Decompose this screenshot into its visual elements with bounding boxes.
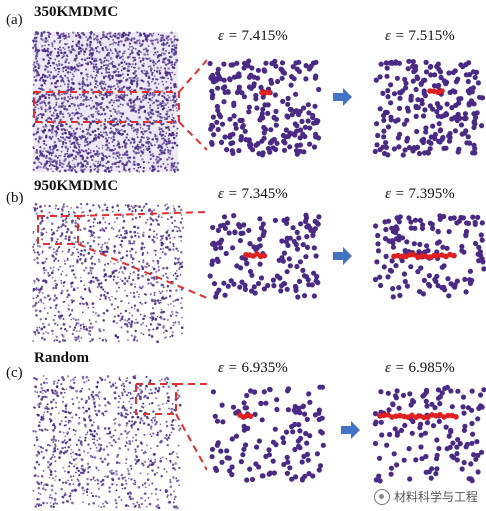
zoom-map-b-before (207, 212, 322, 300)
panel-label-c: (c) (6, 365, 23, 381)
strain-after-c: ε = 6.985% (385, 360, 455, 376)
zoom-connector-b-top (77, 211, 208, 217)
strain-before-b: ε = 7.345% (218, 186, 288, 202)
panel-title-a: 350KMDMC (34, 4, 119, 20)
zoom-map-a-after (372, 58, 486, 158)
panel-title-c: Random (34, 350, 90, 366)
strain-after-b: ε = 7.395% (385, 186, 455, 202)
arrow-c (341, 421, 360, 439)
strain-before-c: ε = 6.935% (218, 360, 288, 376)
strain-after-a: ε = 7.515% (385, 28, 455, 44)
zoom-connector-a-top (178, 59, 208, 93)
zoom-region-a (33, 91, 180, 123)
zoom-connector-c-bottom (175, 413, 208, 471)
panel-label-a: (a) (6, 12, 23, 28)
zoom-region-b (37, 215, 79, 245)
zoom-map-a-before (207, 58, 322, 158)
zoom-map-c-after (372, 384, 486, 484)
arrow-a (333, 88, 352, 106)
overview-map-c (32, 374, 182, 510)
overview-map-a (31, 30, 180, 174)
zoom-map-b-after (372, 212, 486, 300)
zoom-region-c (135, 383, 177, 415)
panel-title-b: 950KMDMC (34, 178, 119, 194)
arrow-b (333, 247, 352, 265)
panel-label-b: (b) (6, 190, 24, 206)
watermark-text: 材料科学与工程 (393, 490, 478, 504)
zoom-connector-a-bottom (178, 121, 208, 151)
strain-before-a: ε = 7.415% (218, 28, 288, 44)
overview-map-b (31, 202, 185, 344)
watermark: 材料科学与工程 (373, 488, 478, 505)
wechat-icon (373, 488, 390, 505)
zoom-map-c-before (207, 384, 327, 484)
